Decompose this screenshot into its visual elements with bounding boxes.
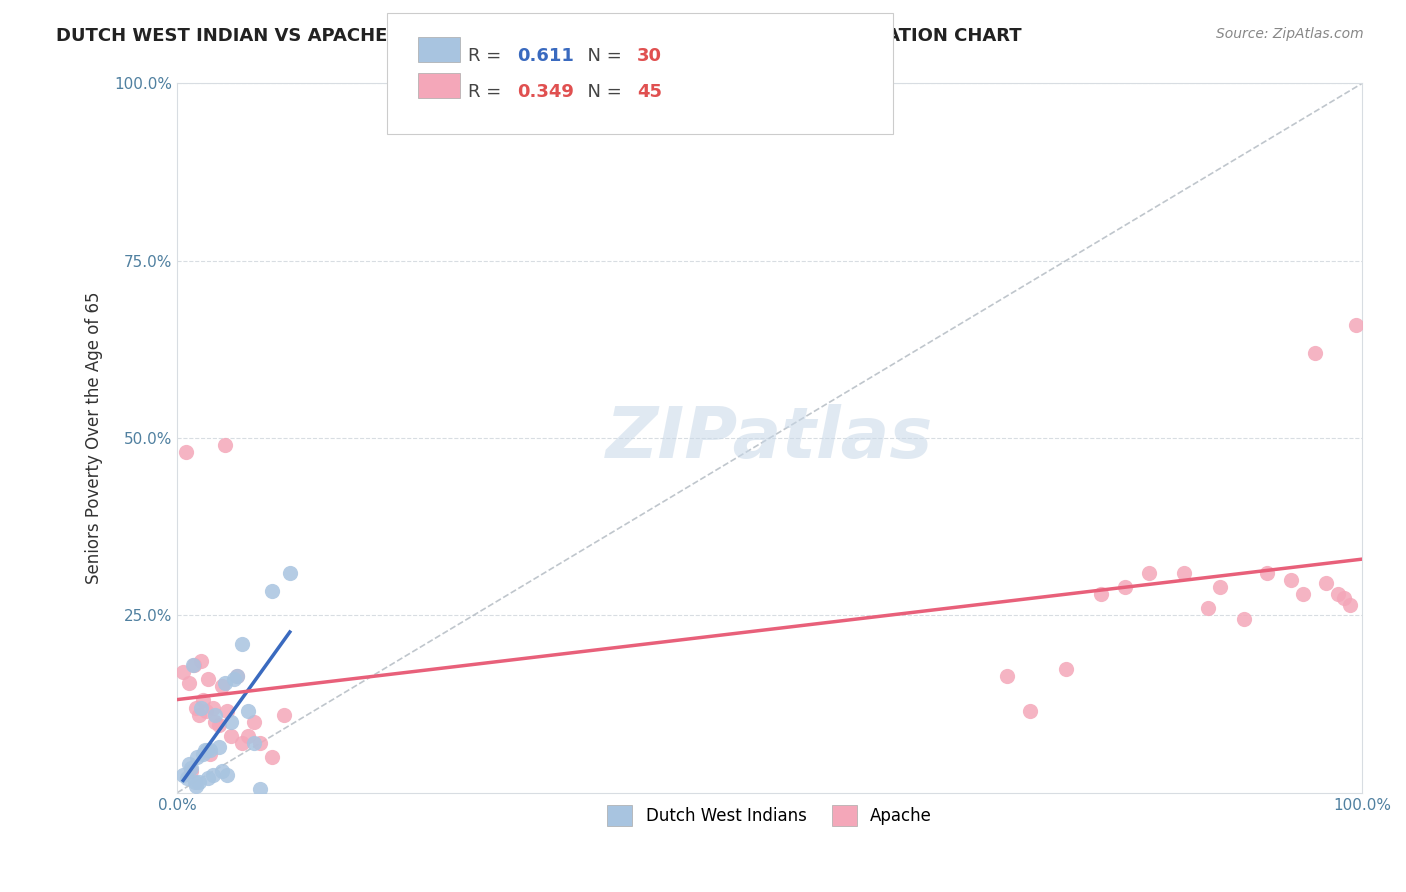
Point <box>204 707 226 722</box>
Point <box>1019 704 1042 718</box>
Point <box>179 757 201 772</box>
Point <box>225 668 247 682</box>
Point <box>231 736 253 750</box>
Point <box>1054 661 1077 675</box>
Point <box>1114 580 1136 594</box>
Point <box>249 736 271 750</box>
Point <box>181 658 204 673</box>
Point <box>208 739 231 754</box>
Point <box>231 637 253 651</box>
Text: Source: ZipAtlas.com: Source: ZipAtlas.com <box>1216 27 1364 41</box>
Point <box>225 668 247 682</box>
Point <box>219 714 242 729</box>
Y-axis label: Seniors Poverty Over the Age of 65: Seniors Poverty Over the Age of 65 <box>86 292 103 584</box>
Point <box>195 743 218 757</box>
Point <box>243 736 266 750</box>
Point <box>1173 566 1195 580</box>
Point <box>1315 576 1337 591</box>
Point <box>187 775 209 789</box>
Point <box>190 700 212 714</box>
Point <box>193 747 215 761</box>
Point <box>186 750 208 764</box>
Point <box>1209 580 1232 594</box>
Point <box>219 729 242 743</box>
Point <box>243 714 266 729</box>
Text: 45: 45 <box>637 83 662 101</box>
Point <box>995 668 1018 682</box>
Point <box>215 768 238 782</box>
Point <box>1327 587 1350 601</box>
Point <box>215 704 238 718</box>
Point <box>211 679 233 693</box>
Point <box>186 779 208 793</box>
Text: N =: N = <box>576 47 628 65</box>
Point <box>1279 573 1302 587</box>
Point <box>1090 587 1112 601</box>
Point <box>238 729 260 743</box>
Point <box>1197 601 1219 615</box>
Point <box>179 675 201 690</box>
Point <box>238 704 260 718</box>
Point <box>176 772 198 786</box>
Point <box>174 445 197 459</box>
Point <box>1303 346 1326 360</box>
Text: R =: R = <box>468 47 508 65</box>
Point <box>260 750 283 764</box>
Point <box>187 707 209 722</box>
Point <box>278 566 301 580</box>
Text: 30: 30 <box>637 47 662 65</box>
Point <box>1256 566 1278 580</box>
Point <box>208 718 231 732</box>
Point <box>201 768 224 782</box>
Point <box>183 658 205 673</box>
Point <box>180 764 202 779</box>
Point <box>201 700 224 714</box>
Text: N =: N = <box>576 83 628 101</box>
Point <box>204 714 226 729</box>
Text: R =: R = <box>468 83 508 101</box>
Point <box>211 764 233 779</box>
Text: 0.611: 0.611 <box>517 47 574 65</box>
Point <box>1292 587 1315 601</box>
Point <box>224 672 246 686</box>
Point <box>172 768 194 782</box>
Text: 0.349: 0.349 <box>517 83 574 101</box>
Point <box>172 665 194 679</box>
Point <box>200 743 222 757</box>
Point <box>194 704 217 718</box>
Point <box>273 707 295 722</box>
Point <box>200 747 222 761</box>
Point <box>1339 598 1361 612</box>
Text: DUTCH WEST INDIAN VS APACHE SENIORS POVERTY OVER THE AGE OF 65 CORRELATION CHART: DUTCH WEST INDIAN VS APACHE SENIORS POVE… <box>56 27 1022 45</box>
Point <box>214 438 236 452</box>
Point <box>190 655 212 669</box>
Point <box>1137 566 1160 580</box>
Point <box>180 761 202 775</box>
Point <box>1333 591 1355 605</box>
Point <box>249 782 271 797</box>
Text: ZIPatlas: ZIPatlas <box>606 403 934 473</box>
Point <box>197 772 219 786</box>
Point <box>186 700 208 714</box>
Point <box>193 743 215 757</box>
Point <box>1232 612 1254 626</box>
Point <box>214 675 236 690</box>
Legend: Dutch West Indians, Apache: Dutch West Indians, Apache <box>599 797 941 834</box>
Point <box>193 693 215 707</box>
Point <box>197 672 219 686</box>
Point <box>184 775 207 789</box>
Point <box>260 583 283 598</box>
Point <box>1344 318 1367 332</box>
